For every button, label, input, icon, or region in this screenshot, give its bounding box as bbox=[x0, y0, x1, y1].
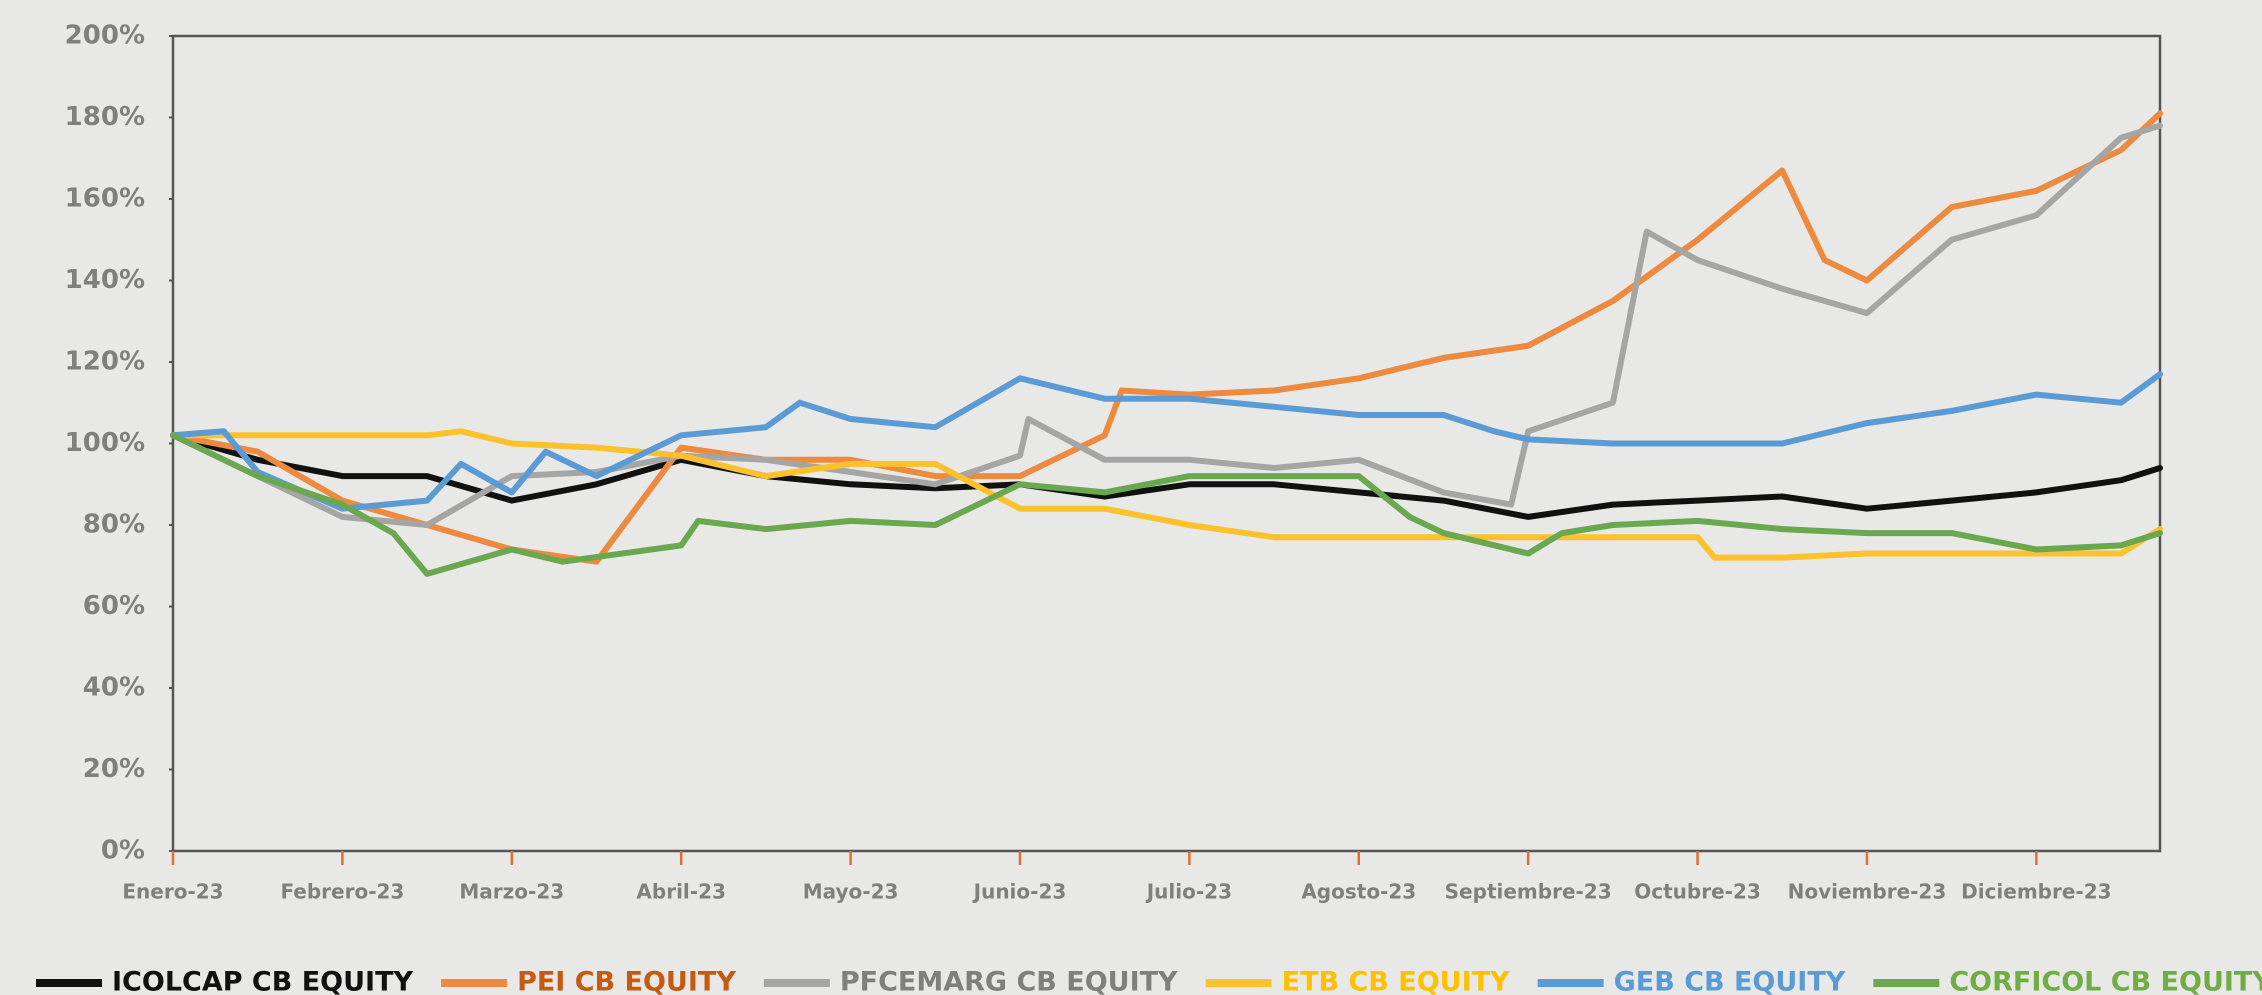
y-tick-label: 160% bbox=[65, 184, 145, 214]
y-tick-label: 20% bbox=[83, 754, 145, 784]
x-tick-label: Diciembre-23 bbox=[1961, 880, 2111, 904]
x-tick-label: Abril-23 bbox=[636, 880, 726, 904]
y-tick-label: 140% bbox=[65, 265, 145, 295]
series-line bbox=[170, 432, 2163, 520]
y-tick-label: 0% bbox=[101, 836, 145, 866]
y-tick-label: 100% bbox=[65, 428, 145, 458]
y-tick-label: 40% bbox=[83, 673, 145, 703]
legend-label: ICOLCAP CB EQUITY bbox=[112, 967, 413, 995]
legend-label: PEI CB EQUITY bbox=[517, 967, 736, 995]
legend-label: CORFICOL CB EQUITY bbox=[1949, 967, 2262, 995]
y-tick-label: 200% bbox=[65, 21, 145, 51]
x-tick-label: Octubre-23 bbox=[1634, 880, 1761, 904]
series-line bbox=[170, 371, 2163, 512]
y-tick-label: 60% bbox=[83, 591, 145, 621]
x-tick-label: Noviembre-23 bbox=[1788, 880, 1947, 904]
y-tick-label: 120% bbox=[65, 347, 145, 377]
x-tick-label: Enero-23 bbox=[122, 880, 223, 904]
y-tick-label: 80% bbox=[83, 510, 145, 540]
x-tick-label: Marzo-23 bbox=[459, 880, 564, 904]
y-tick-label: 180% bbox=[65, 102, 145, 132]
series-line bbox=[170, 428, 2163, 561]
series-line bbox=[170, 432, 2163, 577]
x-tick-label: Mayo-23 bbox=[803, 880, 899, 904]
x-tick-label: Agosto-23 bbox=[1301, 880, 1416, 904]
x-tick-label: Junio-23 bbox=[972, 880, 1067, 904]
legend-label: ETB CB EQUITY bbox=[1282, 967, 1510, 995]
x-tick-label: Julio-23 bbox=[1145, 880, 1232, 904]
x-tick-label: Febrero-23 bbox=[280, 880, 404, 904]
legend-label: GEB CB EQUITY bbox=[1614, 967, 1846, 995]
x-tick-label: Septiembre-23 bbox=[1445, 880, 1612, 904]
series-line bbox=[170, 122, 2163, 528]
legend-label: PFCEMARG CB EQUITY bbox=[840, 967, 1178, 995]
